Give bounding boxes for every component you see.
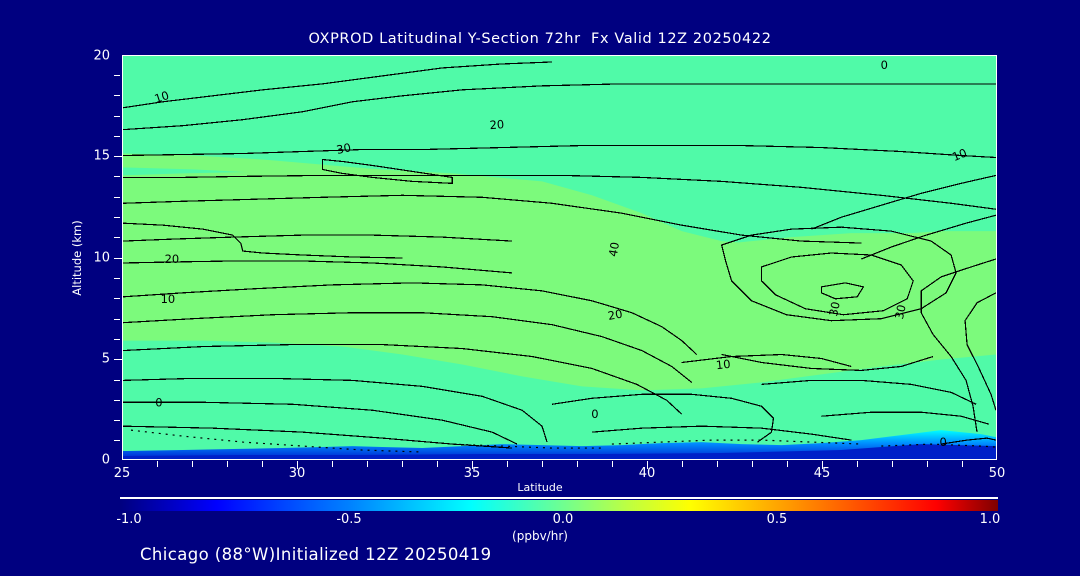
colorbar-tick-label: -0.5	[336, 512, 362, 527]
y-tick-label: 20	[93, 48, 110, 64]
contour-label: 20	[489, 117, 505, 132]
contour-label: 20	[165, 252, 180, 266]
contour-lines	[123, 61, 996, 449]
contour-label: 0	[591, 407, 598, 421]
figure-caption: Chicago (88°W)Initialized 12Z 20250419	[140, 545, 492, 564]
y-tick-label: 5	[101, 351, 110, 367]
contour-label: 30	[892, 303, 909, 320]
contour-label: 40	[606, 241, 622, 258]
x-tick-label: 25	[113, 466, 131, 481]
contour-plot: 10 20 30 20 10 40 20 10 0 0 0 10 30 30 0	[123, 56, 996, 459]
colorbar	[120, 500, 998, 511]
contour-label: 20	[607, 307, 624, 323]
fill-band-high-right	[711, 233, 996, 347]
plot-area: 10 20 30 20 10 40 20 10 0 0 0 10 30 30 0	[122, 55, 997, 460]
colorbar-tick-label: 0.5	[766, 512, 788, 527]
y-tick-label: 10	[93, 250, 110, 266]
contour-label-group: 10 20 30 20 10 40 20 10 0 0 0 10 30 30 0	[153, 58, 969, 449]
colorbar-tick-label: -1.0	[116, 512, 142, 527]
contour-label: 30	[826, 300, 843, 317]
contour-label: 30	[335, 140, 352, 157]
x-tick-label: 40	[638, 466, 656, 481]
x-tick-label: 50	[988, 466, 1006, 481]
contour-label: 10	[153, 88, 171, 106]
colorbar-tick-label: 1.0	[979, 512, 1001, 527]
contour-label: 0	[155, 395, 162, 409]
colorbar-rule	[120, 497, 998, 499]
y-tick-label: 0	[101, 452, 110, 468]
x-tick-label: 30	[288, 466, 306, 481]
y-tick-label: 15	[93, 148, 110, 164]
contour-label: 10	[950, 146, 969, 164]
fill-band-negative-deep	[123, 444, 996, 459]
contour-label: 10	[715, 357, 731, 372]
colorbar-tick-label: 0.0	[552, 512, 574, 527]
contour-label: 0	[881, 58, 888, 72]
colorbar-units-label: (ppbv/hr)	[512, 529, 568, 543]
contour-lines-negative	[130, 429, 996, 453]
contour-label: 0	[939, 435, 946, 449]
contour-label: 10	[161, 292, 176, 306]
x-tick-label: 45	[813, 466, 831, 481]
x-axis-title: Latitude	[517, 481, 563, 494]
x-tick-label: 35	[463, 466, 481, 481]
y-axis-title: Altitude (km)	[70, 220, 84, 296]
page-title: OXPROD Latitudinal Y-Section 72hr Fx Val…	[308, 31, 772, 47]
